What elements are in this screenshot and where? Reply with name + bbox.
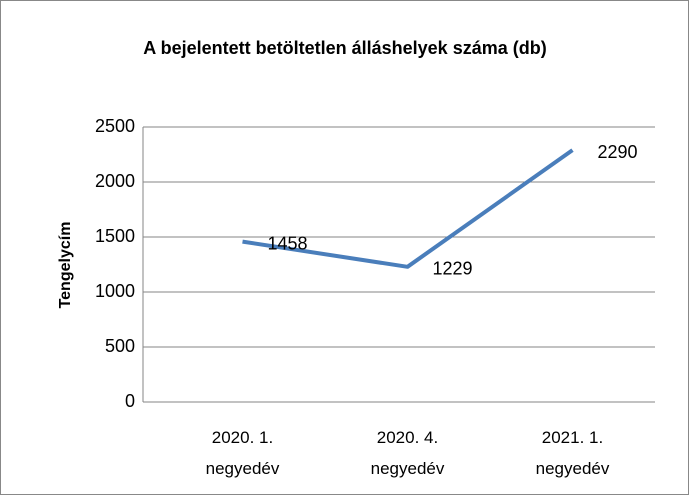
y-tick-label: 500 (105, 336, 135, 356)
x-tick-label: 2021. 1. negyedév (535, 428, 610, 478)
y-tick-label: 2000 (95, 171, 135, 191)
data-label: 1458 (268, 233, 308, 253)
data-line (242, 148, 574, 269)
x-tick-label: 2020. 4. negyedév (370, 428, 445, 478)
x-tick-label: 2020. 1. negyedév (205, 428, 280, 478)
data-label: 2290 (598, 142, 638, 162)
y-tick-label: 1500 (95, 226, 135, 246)
data-label: 1229 (433, 259, 473, 279)
y-tick-label: 0 (125, 391, 135, 411)
y-tick-label: 2500 (95, 116, 135, 136)
y-axis-label: Tengelycím (57, 222, 74, 309)
y-tick-label: 1000 (95, 281, 135, 301)
chart-title: A bejelentett betöltetlen álláshelyek sz… (143, 38, 547, 58)
